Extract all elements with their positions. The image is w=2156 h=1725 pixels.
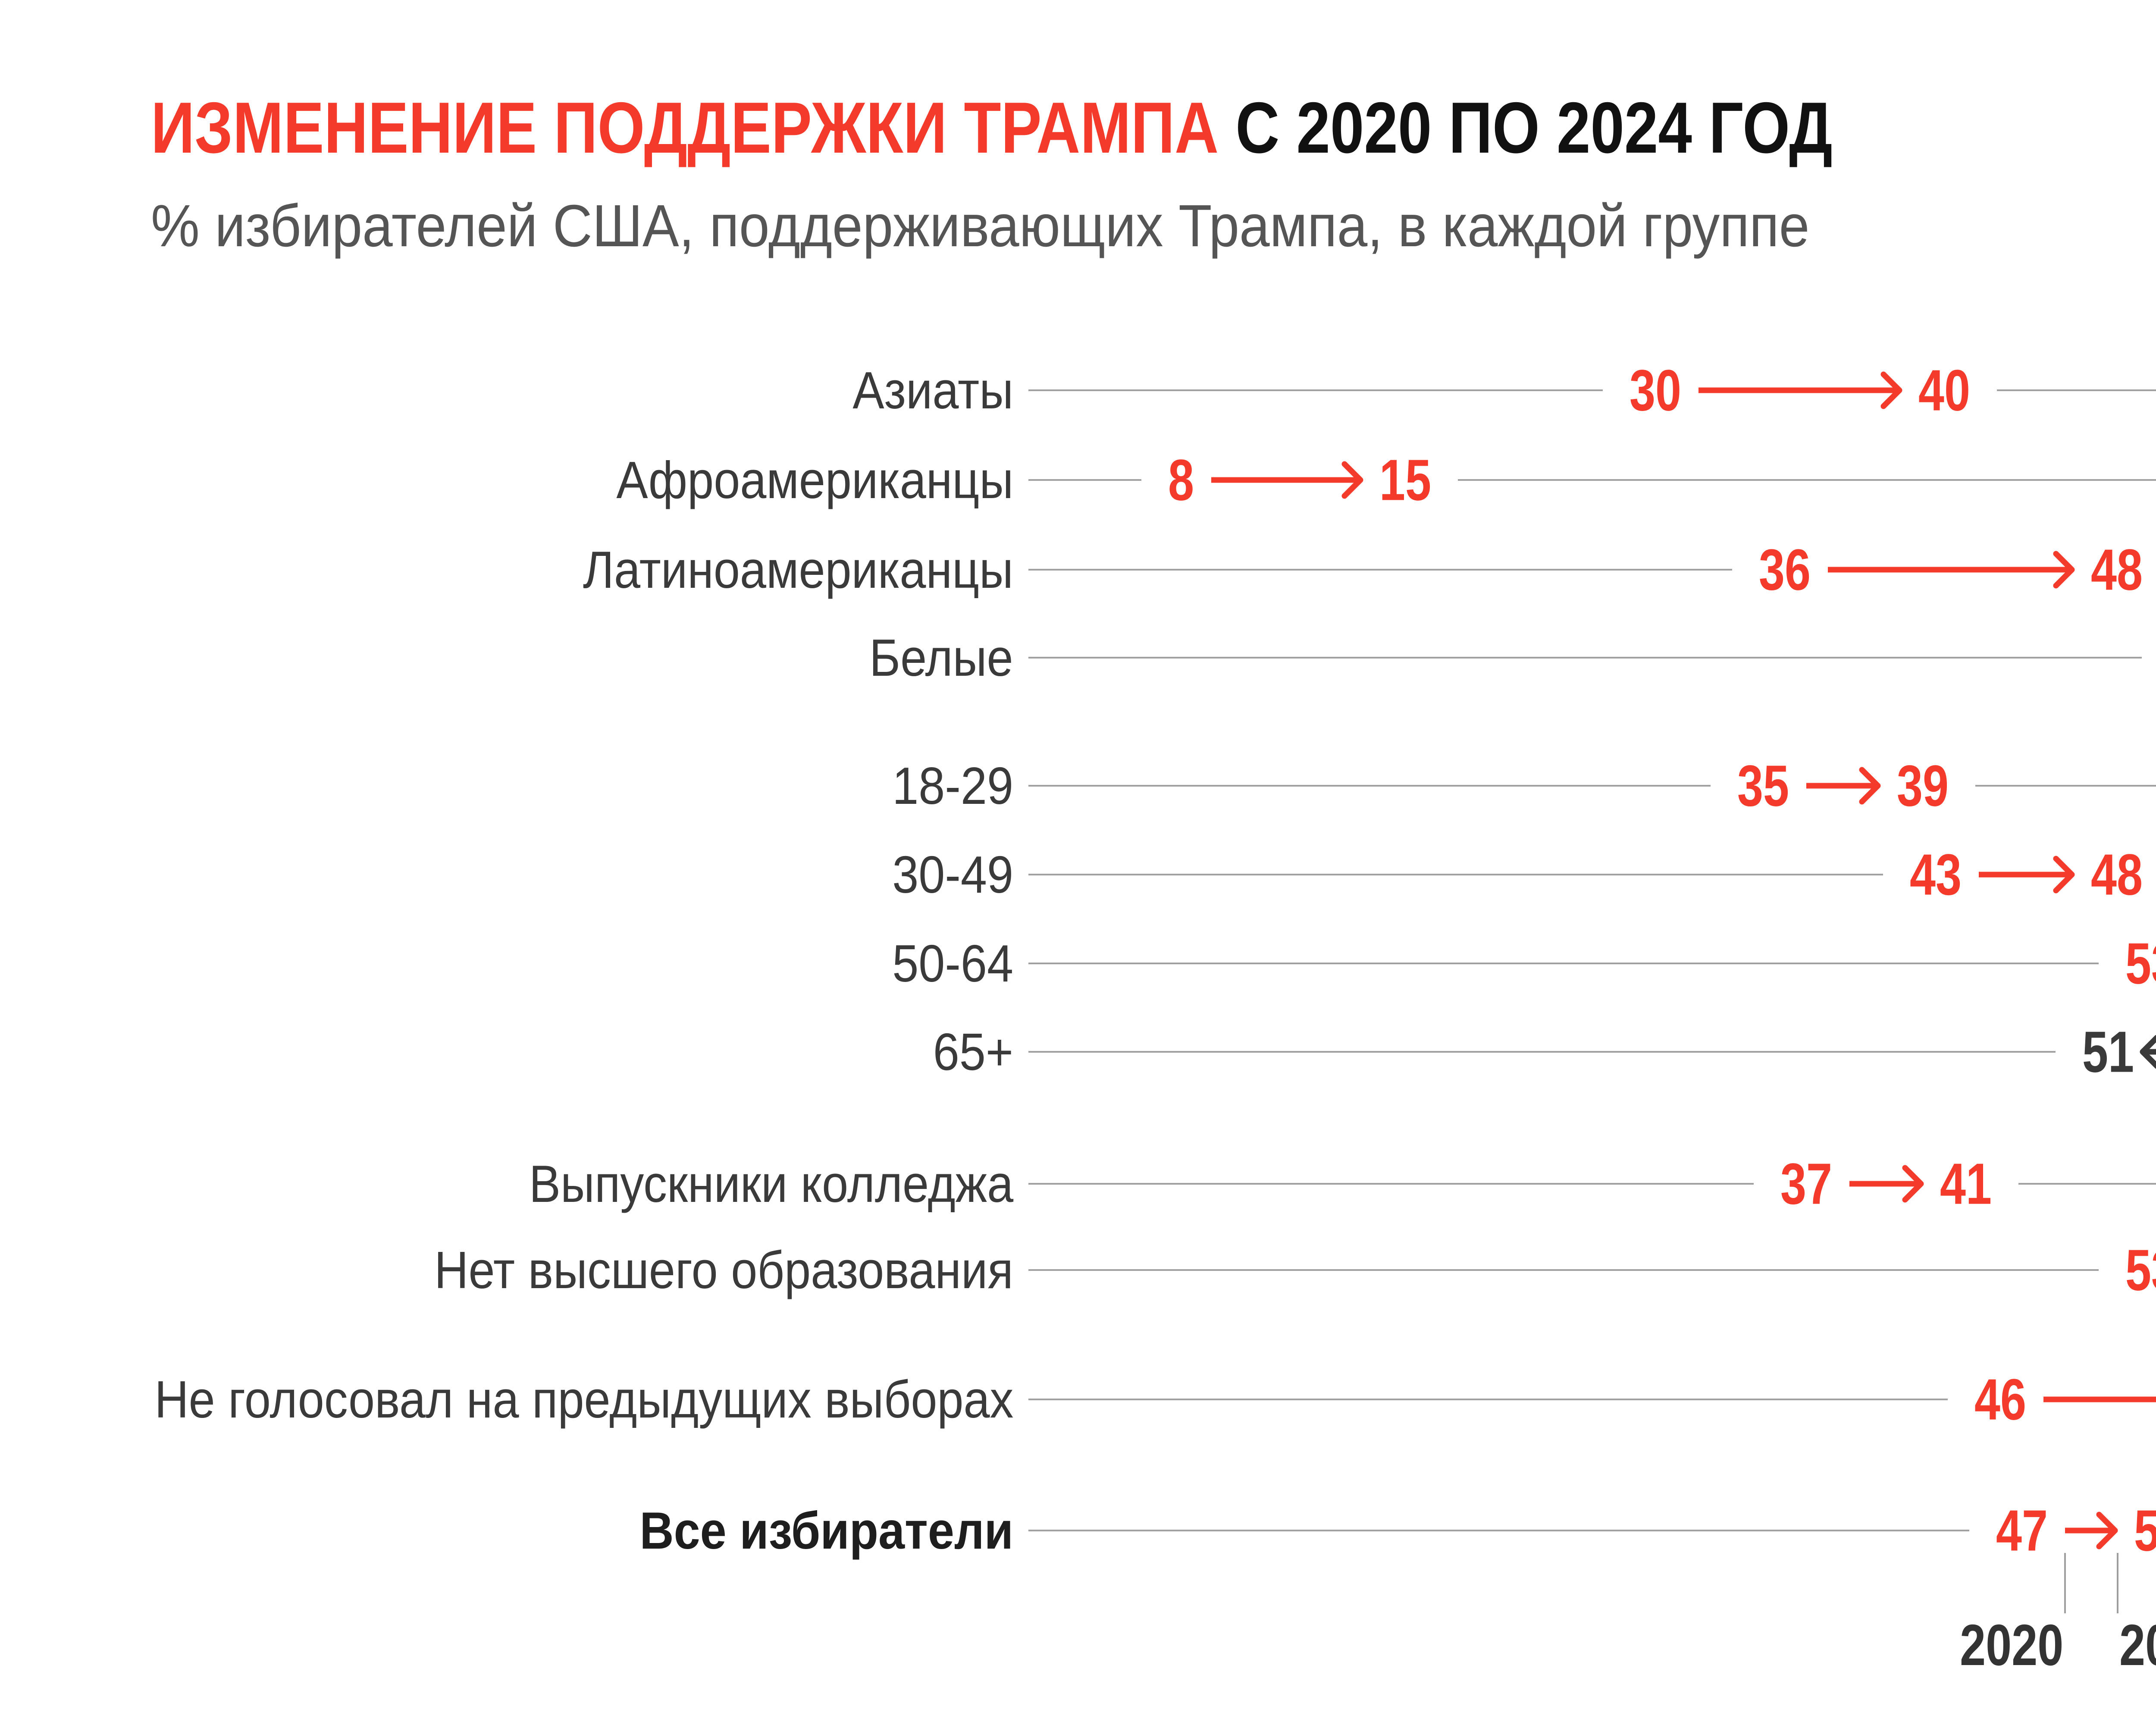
row-baseline bbox=[1028, 874, 2156, 875]
increase-right-arrow-icon bbox=[1806, 767, 1881, 805]
row-baseline bbox=[1028, 657, 2156, 659]
row-baseline bbox=[1028, 1183, 2156, 1185]
row-label: Нет высшего образования bbox=[434, 1241, 1013, 1299]
row-baseline bbox=[1028, 389, 2156, 391]
value-2024: 40 bbox=[1918, 358, 1971, 423]
value-2020: 35 bbox=[1737, 753, 1789, 819]
year-tick bbox=[2064, 1553, 2066, 1613]
chart-row: Выпускники колледжа 37 41 bbox=[0, 1140, 2156, 1227]
row-label: Выпускники колледжа bbox=[529, 1154, 1013, 1213]
page-title-rest: С 2020 ПО 2024 ГОД bbox=[1235, 87, 1833, 168]
baseline-mask bbox=[2099, 1236, 2156, 1305]
chart-row: 30-49 43 48 bbox=[0, 831, 2156, 918]
value-2024: 15 bbox=[1379, 447, 1432, 513]
row-baseline bbox=[1028, 569, 2156, 571]
value-2020: 30 bbox=[1629, 358, 1682, 423]
increase-right-arrow-icon bbox=[1849, 1165, 1924, 1203]
row-baseline bbox=[1028, 1399, 2156, 1400]
row-label: Все избиратели bbox=[639, 1501, 1013, 1560]
value-2020: 47 bbox=[1996, 1498, 2048, 1563]
page-title: ИЗМЕНЕНИЕ ПОДДЕРЖКИ ТРАМПА С 2020 ПО 202… bbox=[151, 86, 1833, 169]
chart-row: 65+5152 bbox=[0, 1008, 2156, 1095]
value-2024: 48 bbox=[2090, 537, 2143, 602]
value-2020: 53 bbox=[2125, 1237, 2156, 1303]
value-2020: 46 bbox=[1974, 1367, 2027, 1432]
page-title-highlight: ИЗМЕНЕНИЕ ПОДДЕРЖКИ ТРАМПА bbox=[151, 87, 1219, 168]
row-baseline bbox=[1028, 1530, 2156, 1531]
baseline-mask bbox=[2099, 929, 2156, 998]
increase-right-arrow-icon bbox=[1979, 856, 2075, 894]
row-baseline bbox=[1028, 1269, 2156, 1271]
value-2024: 39 bbox=[1896, 753, 1949, 819]
chart-row: Латиноамериканцы 36 48 bbox=[0, 526, 2156, 613]
row-label: 30-49 bbox=[892, 845, 1013, 904]
value-2020: 53 bbox=[2125, 931, 2156, 996]
row-label: 65+ bbox=[933, 1022, 1013, 1081]
value-2024: 48 bbox=[2090, 842, 2143, 907]
row-label: 50-64 bbox=[892, 934, 1013, 993]
row-label: Азиаты bbox=[852, 361, 1013, 420]
chart-row: 50-645356 bbox=[0, 920, 2156, 1007]
row-baseline bbox=[1028, 1051, 2156, 1053]
value-2020: 37 bbox=[1780, 1151, 1833, 1217]
baseline-mask bbox=[2142, 623, 2156, 692]
value-2020: 8 bbox=[1168, 447, 1194, 513]
chart-row: 18-29 35 39 bbox=[0, 742, 2156, 829]
increase-right-arrow-icon bbox=[1698, 371, 1902, 409]
chart-row: Нет высшего образования5356 bbox=[0, 1226, 2156, 1314]
page-subtitle: % избирателей США, поддерживающих Трампа… bbox=[151, 193, 1810, 259]
row-label: Белые bbox=[869, 628, 1013, 687]
chart-row: Азиаты 30 40 bbox=[0, 347, 2156, 434]
decrease-left-arrow-icon bbox=[2140, 1035, 2156, 1069]
value-2020: 36 bbox=[1758, 537, 1811, 602]
baseline-mask bbox=[1969, 1496, 2156, 1565]
row-baseline bbox=[1028, 479, 2156, 481]
row-label: Латиноамериканцы bbox=[583, 540, 1013, 599]
row-label: 18-29 bbox=[892, 756, 1013, 815]
increase-right-arrow-icon bbox=[1211, 461, 1363, 499]
value-2024: 41 bbox=[1940, 1151, 1992, 1217]
increase-right-arrow-icon bbox=[2043, 1396, 2156, 1402]
row-baseline bbox=[1028, 963, 2156, 964]
increase-right-arrow-icon bbox=[1828, 551, 2075, 589]
baseline-mask bbox=[2056, 1017, 2156, 1086]
value-2024: 50 bbox=[2134, 1502, 2156, 1560]
row-label: Не голосовал на предыдущих выборах bbox=[154, 1370, 1013, 1429]
year-label-2024: 2024 bbox=[2119, 1612, 2156, 1678]
chart-row: Не голосовал на предыдущих выборах4654 bbox=[0, 1356, 2156, 1443]
row-label: Афроамериканцы bbox=[616, 451, 1013, 509]
chart-row: Все избиратели475020202024 bbox=[0, 1487, 2156, 1674]
increase-right-arrow-icon bbox=[2065, 1512, 2118, 1549]
year-label-2020: 2020 bbox=[1959, 1612, 2063, 1678]
value-2020: 43 bbox=[1909, 842, 1962, 907]
chart-row: Афроамериканцы 8 15 bbox=[0, 436, 2156, 524]
value-2024: 51 bbox=[2082, 1019, 2134, 1085]
row-baseline bbox=[1028, 785, 2156, 787]
chart-row: Белые5555 bbox=[0, 614, 2156, 701]
year-tick bbox=[2117, 1553, 2118, 1613]
